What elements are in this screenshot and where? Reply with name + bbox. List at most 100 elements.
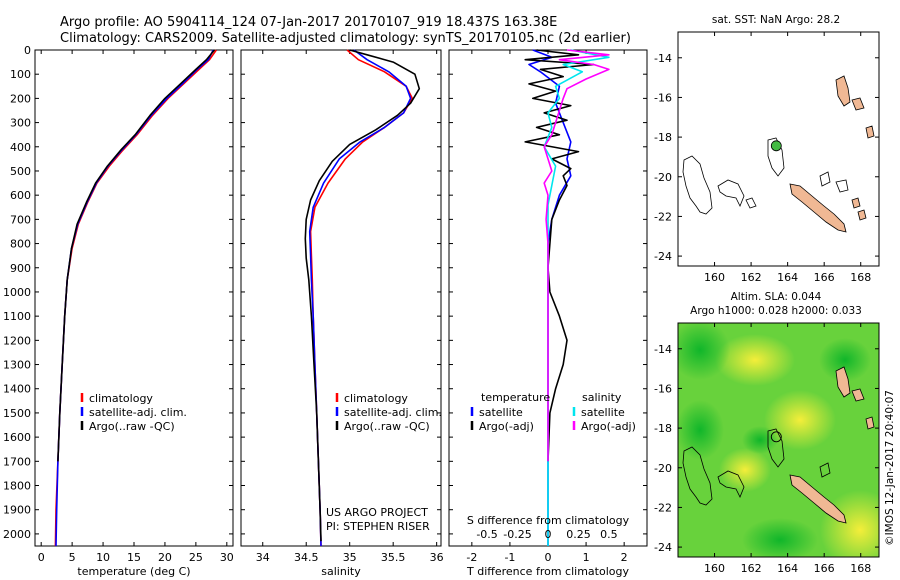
- depth-tick-label: 1300: [3, 359, 31, 372]
- map-y-tick-label: -22: [654, 501, 672, 514]
- map-x-tick-label: 162: [741, 562, 762, 575]
- x-tick-label: 36: [430, 551, 444, 564]
- depth-tick-label: 600: [10, 189, 31, 202]
- vanuatu-island: [851, 97, 865, 111]
- sla-map-axes: 160 162 164 166 168 -14 -16 -18 -20 -22 -24: [654, 323, 879, 575]
- x-tick-label: 0: [545, 551, 552, 564]
- sla-map-title-2: Argo h1000: 0.028 h2000: 0.033: [690, 305, 862, 317]
- loyalty-island: [857, 209, 867, 221]
- x-tick-label: 2: [621, 551, 628, 564]
- depth-tick-label: 1600: [3, 431, 31, 444]
- contour-shape: [745, 197, 757, 209]
- salinity-xlabel: salinity: [321, 565, 361, 578]
- depth-tick-label: 1100: [3, 310, 31, 323]
- map-y-tick-label: -22: [654, 210, 672, 223]
- depth-tick-label: 800: [10, 238, 31, 251]
- depth-tick-label: 1200: [3, 334, 31, 347]
- s-tick-label: 0.25: [566, 528, 591, 541]
- new-caledonia-island: [789, 183, 847, 233]
- contour-shape: [819, 462, 831, 478]
- legend-label: Argo(..raw -QC): [89, 420, 175, 433]
- sla-field: [678, 323, 879, 557]
- difference-series: [524, 49, 610, 546]
- x-tick-label: 10: [96, 551, 110, 564]
- sst-map: sat. SST: NaN Argo: 28.2 160 162 164 166 168…: [654, 14, 880, 284]
- x-tick-label: 34.5: [294, 551, 319, 564]
- s-tick-label: 0.5: [600, 528, 618, 541]
- map-y-tick-label: -24: [654, 541, 672, 554]
- series-line-climatology: [54, 49, 217, 547]
- depth-tick-label: 400: [10, 141, 31, 154]
- map-y-tick-label: -14: [654, 343, 672, 356]
- depth-tick-label: 1900: [3, 504, 31, 517]
- depth-axis: 0 100 200 300 400 500 600 700 800 900 1000 1100 1200…: [3, 44, 647, 541]
- s-tick-label: -0.5: [476, 528, 497, 541]
- map-x-tick-label: 160: [704, 271, 725, 284]
- vanuatu-island: [835, 75, 851, 107]
- argo-float-marker: [770, 431, 782, 443]
- contour-shape: [767, 137, 785, 177]
- legend-label: climatology: [89, 392, 153, 405]
- x-tick-label: 1: [583, 551, 590, 564]
- series-line-satellite-adj-clim-: [308, 49, 412, 547]
- map-y-tick-label: -24: [654, 250, 672, 263]
- sst-map-axes: 160 162 164 166 168 -14 -16 -18 -20 -22 -24: [654, 32, 879, 284]
- temperature-xlabel: temperature (deg C): [77, 565, 190, 578]
- temperature-axes-frame: [34, 49, 234, 547]
- x-tick-label: 0: [38, 551, 45, 564]
- sst-map-title: sat. SST: NaN Argo: 28.2: [712, 14, 840, 26]
- salinity-series: [304, 49, 421, 547]
- series-line-t-argo-adj-: [524, 49, 595, 462]
- map-y-tick-label: -20: [654, 171, 672, 184]
- s-difference-label: S difference from climatology: [467, 514, 630, 527]
- legend-label: satellite: [581, 406, 625, 419]
- x-tick-label: 30: [220, 551, 234, 564]
- legend-label: Argo(-adj): [479, 420, 534, 433]
- x-tick-label: 15: [127, 551, 141, 564]
- legend-title-salinity: salinity: [582, 391, 622, 404]
- contour-shape: [717, 470, 745, 498]
- vanuatu-region-contour: [682, 155, 713, 215]
- x-tick-label: 34: [256, 551, 270, 564]
- t-difference-xlabel: T difference from climatology: [466, 565, 629, 578]
- map-y-tick-label: -16: [654, 382, 672, 395]
- legend-label: satellite: [479, 406, 523, 419]
- vanuatu-island: [865, 125, 875, 139]
- contour-shape: [835, 179, 849, 193]
- s-tick-label: 0: [545, 528, 552, 541]
- depth-tick-label: 0: [24, 44, 31, 57]
- s-difference-ticks: -0.5 -0.25 0 0.25 0.5: [476, 528, 617, 541]
- depth-tick-label: 900: [10, 262, 31, 275]
- depth-tick-label: 100: [10, 68, 31, 81]
- legend-label: satellite-adj. clim.: [344, 406, 442, 419]
- temperature-series: [54, 49, 217, 547]
- depth-tick-label: 1800: [3, 480, 31, 493]
- depth-tick-label: 1000: [3, 286, 31, 299]
- pi-annotation: PI: STEPHEN RISER: [326, 520, 430, 533]
- contour-shape: [682, 446, 713, 506]
- argo-float-marker: [770, 140, 782, 152]
- series-line-s-argo-adj-: [543, 49, 610, 462]
- coastlines: [682, 137, 849, 215]
- depth-tick-label: 2000: [3, 528, 31, 541]
- map-x-tick-label: 162: [741, 271, 762, 284]
- sla-map-title-1: Altim. SLA: 0.044: [731, 291, 822, 303]
- contour-shape: [819, 171, 831, 187]
- salinity-axes-frame: [240, 49, 442, 547]
- series-line-satellite-adj-clim-: [55, 49, 214, 547]
- vanuatu-island: [835, 366, 851, 398]
- legend-title-temperature: temperature: [481, 391, 550, 404]
- series-line-climatology: [309, 49, 414, 547]
- series-line-argo-raw-qc-: [57, 49, 216, 462]
- map-x-tick-label: 166: [814, 562, 835, 575]
- x-tick-label: 35: [343, 551, 357, 564]
- map-y-tick-label: -20: [654, 462, 672, 475]
- sla-coastlines: [682, 366, 875, 524]
- loyalty-island: [851, 197, 861, 209]
- sla-map-frame: [677, 322, 880, 558]
- depth-tick-label: 1400: [3, 383, 31, 396]
- depth-tick-label: 500: [10, 165, 31, 178]
